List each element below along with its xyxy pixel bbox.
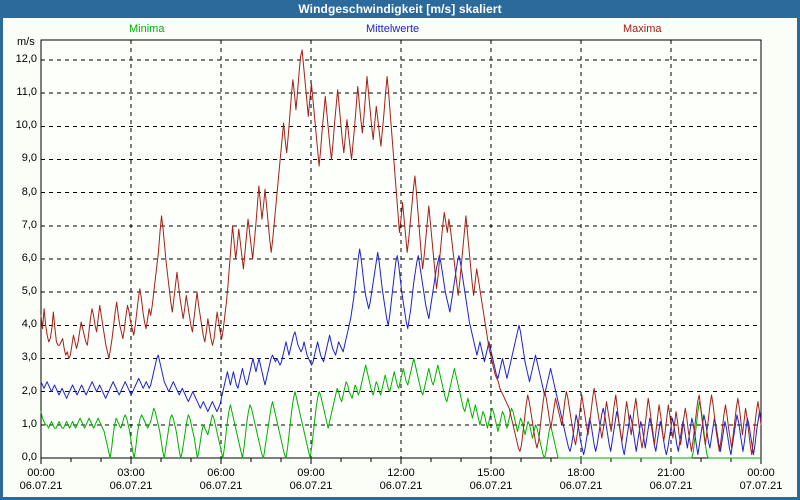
x-axis-tick-label: 15:00 06.07.21 <box>456 467 526 493</box>
chart-svg <box>40 39 762 464</box>
x-axis-tick-label: 00:00 06.07.21 <box>6 467 76 493</box>
x-axis-tick-date: 06.07.21 <box>19 480 63 492</box>
chart-panel: Minima Mittelwerte Maxima m/s 0,0 1,0 2,0 3… <box>3 18 797 497</box>
y-axis-tick-label: 8,0 <box>21 185 37 198</box>
chart-legend: Minima Mittelwerte Maxima <box>3 22 797 36</box>
plot-area: 0,0 1,0 2,0 3,0 4,0 5,0 6,0 7,0 8,0 9,0 10,0 11,0 12… <box>3 18 797 497</box>
x-axis-tick-time: 18:00 <box>567 467 595 479</box>
x-axis-tick-date: 06.07.21 <box>109 480 153 492</box>
x-axis-tick-time: 12:00 <box>387 467 415 479</box>
x-axis-tick-date: 06.07.21 <box>199 480 243 492</box>
y-axis-tick-label: 1,0 <box>21 417 37 430</box>
x-axis-tick-time: 09:00 <box>297 467 325 479</box>
x-axis-tick-label: 12:00 06.07.21 <box>366 467 436 493</box>
window-title: Windgeschwindigkeit [m/s] skaliert <box>298 2 502 16</box>
x-axis-tick-label: 03:00 06.07.21 <box>96 467 166 493</box>
y-axis-tick-label: 9,0 <box>21 152 37 165</box>
x-axis-tick-label: 00:00 07.07.21 <box>726 467 796 493</box>
x-axis-tick-date: 06.07.21 <box>649 480 693 492</box>
y-axis-tick-label: 0,0 <box>21 451 37 463</box>
y-axis-tick-label: 10,0 <box>15 119 37 132</box>
x-axis-tick-date: 06.07.21 <box>559 480 603 492</box>
y-axis-tick-label: 5,0 <box>21 285 37 298</box>
y-axis-unit-label: m/s <box>17 36 35 48</box>
x-axis-tick-label: 06:00 06.07.21 <box>186 467 256 493</box>
y-axis-tick-label: 12,0 <box>15 52 37 65</box>
legend-item-minima: Minima <box>129 23 165 35</box>
y-axis-tick-label: 7,0 <box>21 218 37 231</box>
x-axis-tick-time: 21:00 <box>657 467 685 479</box>
x-axis-tick-label: 21:00 06.07.21 <box>636 467 706 493</box>
y-axis-tick-label: 3,0 <box>21 351 37 364</box>
x-axis-tick-date: 07.07.21 <box>739 480 783 492</box>
x-axis-tick-time: 15:00 <box>477 467 505 479</box>
y-axis-tick-label: 11,0 <box>16 86 37 99</box>
y-axis-tick-label: 6,0 <box>21 251 37 264</box>
y-axis-tick-label: 4,0 <box>21 318 37 331</box>
x-axis-tick-date: 06.07.21 <box>289 480 333 492</box>
x-axis-tick-date: 06.07.21 <box>379 480 423 492</box>
x-axis-tick-time: 06:00 <box>207 467 235 479</box>
x-axis-tick-label: 09:00 06.07.21 <box>276 467 346 493</box>
x-axis-tick-time: 00:00 <box>747 467 775 479</box>
y-axis-tick-label: 2,0 <box>21 384 37 397</box>
legend-item-mittelwerte: Mittelwerte <box>366 23 420 35</box>
x-axis-tick-label: 18:00 06.07.21 <box>546 467 616 493</box>
x-axis-tick-time: 03:00 <box>117 467 145 479</box>
x-axis-tick-time: 00:00 <box>27 467 55 479</box>
legend-item-maxima: Maxima <box>623 23 662 35</box>
x-axis-tick-date: 06.07.21 <box>469 480 513 492</box>
